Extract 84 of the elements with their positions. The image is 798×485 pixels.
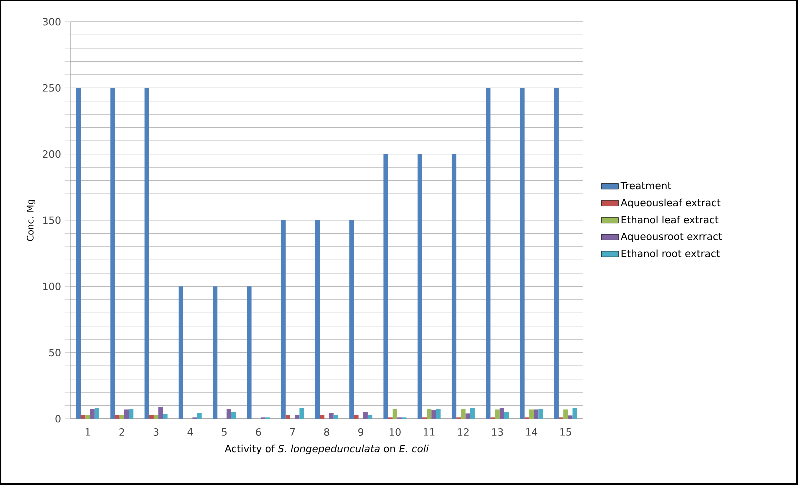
- bar: [538, 409, 544, 419]
- bar: [158, 407, 164, 419]
- bar: [534, 410, 539, 419]
- x-tick-label: 6: [256, 428, 262, 436]
- bar: [94, 408, 100, 419]
- bar: [486, 88, 491, 419]
- y-tick-label: 100: [44, 282, 61, 290]
- bar: [520, 88, 525, 419]
- bar: [90, 409, 95, 419]
- x-tick-label: 5: [222, 428, 227, 436]
- bar: [247, 286, 252, 419]
- bar: [115, 415, 120, 419]
- bar: [178, 286, 184, 419]
- bar: [529, 410, 534, 419]
- legend-label: Aqueousleaf extract: [620, 198, 721, 209]
- bar: [350, 220, 354, 419]
- y-tick-label: 0: [56, 415, 61, 423]
- bar: [124, 410, 130, 419]
- bar: [436, 409, 441, 419]
- bar: [154, 415, 159, 419]
- bar: [286, 415, 291, 419]
- legend-label: Aqueousroot exrract: [620, 233, 722, 242]
- y-tick-label: 300: [43, 18, 61, 26]
- bar: [120, 415, 124, 419]
- bar: [295, 415, 300, 419]
- legend-label: Ethanol leaf extract: [622, 216, 719, 224]
- x-tick-label: 4: [188, 428, 194, 436]
- bar: [334, 415, 338, 419]
- bar: [368, 415, 373, 419]
- bar: [149, 415, 154, 419]
- bar: [329, 413, 334, 419]
- x-tick-label: 8: [324, 428, 330, 436]
- bar: [354, 415, 359, 419]
- bar: [226, 409, 232, 419]
- bar: [315, 220, 320, 419]
- bar: [452, 154, 457, 419]
- bar: [110, 88, 116, 419]
- bar: [384, 154, 388, 419]
- bar: [231, 412, 236, 419]
- bar: [81, 415, 86, 419]
- x-tick-label: 14: [526, 428, 538, 436]
- x-tick-label: 9: [358, 428, 364, 436]
- bar: [300, 408, 304, 419]
- bar: [76, 88, 82, 419]
- bar: [129, 409, 134, 419]
- y-tick-label: 50: [50, 349, 61, 357]
- bar: [144, 88, 150, 419]
- x-tick-label: 1: [86, 428, 90, 436]
- bar: [500, 408, 505, 419]
- bar: [427, 409, 432, 419]
- legend-label: Ethanol root extract: [622, 250, 720, 258]
- x-tick-label: 13: [492, 428, 504, 436]
- x-tick-label: 15: [560, 428, 572, 436]
- bar: [470, 408, 475, 419]
- bar: [418, 154, 422, 419]
- x-tick-label: 11: [424, 428, 435, 436]
- y-tick-label: 200: [43, 150, 61, 158]
- bar: [281, 220, 286, 419]
- x-tick-label: 10: [390, 428, 401, 436]
- bar: [213, 286, 218, 419]
- bar: [504, 412, 510, 419]
- x-tick-label: 2: [120, 428, 124, 436]
- bar: [564, 410, 568, 419]
- y-tick-label: 150: [44, 216, 61, 224]
- x-tick-label: 3: [154, 428, 159, 436]
- bar: [568, 416, 573, 419]
- x-axis-title: Activity of S. longepedunculata on E. coli: [225, 444, 429, 455]
- bar: [466, 414, 470, 419]
- bar: [363, 412, 368, 419]
- bar: [554, 88, 559, 419]
- x-tick-label: 7: [290, 428, 296, 436]
- y-axis-title: Conc. Mg: [27, 200, 36, 242]
- bar: [495, 410, 500, 419]
- bar: [163, 414, 168, 419]
- bar: [432, 410, 436, 419]
- bar: [572, 408, 578, 419]
- bar: [197, 413, 202, 419]
- legend-label: Treatment: [620, 182, 672, 190]
- bar: [392, 409, 398, 419]
- x-tick-label: 12: [458, 428, 469, 436]
- bar: [86, 415, 90, 419]
- bar: [461, 409, 466, 419]
- y-tick-label: 250: [43, 84, 61, 92]
- bar: [320, 415, 325, 419]
